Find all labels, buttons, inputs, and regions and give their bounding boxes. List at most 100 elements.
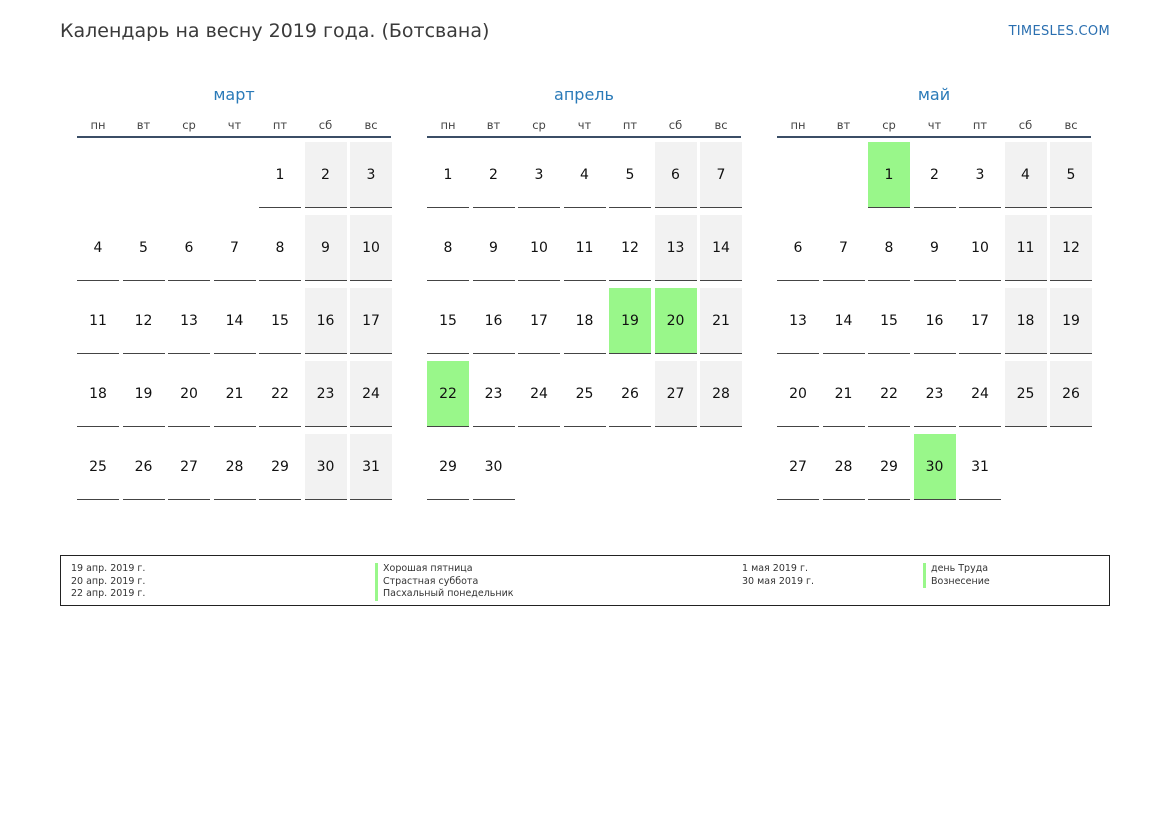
day-cell: 4 <box>77 215 119 281</box>
day-cell: 25 <box>563 361 606 427</box>
day-cell: 6 <box>168 215 210 281</box>
weekday-label: пн <box>790 118 806 132</box>
day-cell: 9 <box>472 215 515 281</box>
day-cell: 29 <box>259 434 301 500</box>
day-cell: 30 <box>304 434 347 500</box>
day-cell: 14 <box>700 215 742 281</box>
weekday-header: пн вт ср чт пт сб вс <box>427 106 741 138</box>
day-cell: 27 <box>168 434 210 500</box>
day-cell: 11 <box>563 215 606 281</box>
day-cell: 27 <box>654 361 697 427</box>
day-cell: 12 <box>1050 215 1092 281</box>
day-cell: 23 <box>472 361 515 427</box>
day-cell: 7 <box>213 215 256 281</box>
day-cell: 8 <box>427 215 469 281</box>
day-cell: 17 <box>959 288 1001 354</box>
day-cell: 25 <box>77 434 119 500</box>
weekday-label: ср <box>532 118 546 132</box>
day-cell: 21 <box>700 288 742 354</box>
day-cell: 7 <box>700 142 742 208</box>
day-cell: 9 <box>304 215 347 281</box>
day-cell: 18 <box>1004 288 1047 354</box>
weekday-label: сб <box>668 118 683 132</box>
day-cell: 20 <box>777 361 819 427</box>
day-cell: 25 <box>1004 361 1047 427</box>
month-title: май <box>917 85 951 104</box>
day-cell: 17 <box>518 288 560 354</box>
weekday-label: вт <box>836 118 851 132</box>
day-cell: 23 <box>913 361 956 427</box>
day-cell: 28 <box>822 434 865 500</box>
weekday-label: чт <box>927 118 942 132</box>
weekday-label: ср <box>882 118 896 132</box>
day-cell: 10 <box>959 215 1001 281</box>
holiday-legend: 19 апр. 2019 г. 20 апр. 2019 г. 22 апр. 20… <box>60 555 1110 606</box>
day-cell: 24 <box>959 361 1001 427</box>
day-cell: 22 <box>259 361 301 427</box>
day-cell: 28 <box>213 434 256 500</box>
legend-holiday-name: Вознесение <box>923 575 990 588</box>
day-cell: 26 <box>609 361 651 427</box>
day-cell: 3 <box>350 142 392 208</box>
day-cell: 6 <box>654 142 697 208</box>
weekday-label: пт <box>622 118 638 132</box>
month-0: март пн вт ср чт пт сб вс 1 2 3 4 5 6 7 8 9 10 11 12 13 14 15 1… <box>77 84 392 500</box>
day-cell: 16 <box>472 288 515 354</box>
legend-holiday-name: Страстная суббота <box>375 575 514 588</box>
weekday-label: вс <box>714 118 728 132</box>
month-1: апрель пн вт ср чт пт сб вс 1 2 3 4 5 6 7 8 9 10 11 12 13 14 1… <box>427 84 742 500</box>
weekday-label: сб <box>1018 118 1033 132</box>
day-cell: 13 <box>777 288 819 354</box>
weekday-label: пн <box>440 118 456 132</box>
day-cell: 16 <box>913 288 956 354</box>
day-cell: 3 <box>959 142 1001 208</box>
day-cell: 1 <box>427 142 469 208</box>
site-link[interactable]: TIMESLES.COM <box>1008 24 1110 39</box>
day-cell: 30 <box>472 434 515 500</box>
day-cell: 4 <box>1004 142 1047 208</box>
weekday-label: пт <box>972 118 988 132</box>
weekday-label: вс <box>1064 118 1078 132</box>
day-cell: 18 <box>563 288 606 354</box>
day-cell: 8 <box>259 215 301 281</box>
day-cell: 14 <box>822 288 865 354</box>
day-cell: 8 <box>868 215 910 281</box>
legend-holiday-name: Пасхальный понедельник <box>375 588 514 601</box>
day-cell: 4 <box>563 142 606 208</box>
day-cell: 6 <box>777 215 819 281</box>
day-cell: 1 <box>259 142 301 208</box>
legend-holiday-name: Хорошая пятница <box>375 563 514 576</box>
day-cell: 13 <box>168 288 210 354</box>
legend-date: 1 мая 2019 г. <box>742 563 808 574</box>
day-cell: 17 <box>350 288 392 354</box>
day-cell: 9 <box>913 215 956 281</box>
day-cell: 26 <box>122 434 165 500</box>
day-cell: 18 <box>77 361 119 427</box>
day-cell: 2 <box>913 142 956 208</box>
weekday-label: сб <box>318 118 333 132</box>
month-title: апрель <box>554 85 614 104</box>
legend-dates-left: 19 апр. 2019 г. 20 апр. 2019 г. 22 апр. 20… <box>71 563 145 601</box>
month-2: май пн вт ср чт пт сб вс 1 2 3 4 5 6 7 8 9 10 11 12 13 14 15 16… <box>777 84 1092 500</box>
weekday-label: чт <box>577 118 592 132</box>
holiday-day-cell: 20 <box>654 288 697 354</box>
day-cell: 28 <box>700 361 742 427</box>
day-cell: 16 <box>304 288 347 354</box>
day-cell: 29 <box>868 434 910 500</box>
weekday-label: пн <box>90 118 106 132</box>
legend-holiday-name: день Труда <box>923 563 990 576</box>
weekday-label: пт <box>272 118 288 132</box>
day-cell: 31 <box>959 434 1001 500</box>
day-cell: 10 <box>518 215 560 281</box>
month-title: март <box>213 85 255 104</box>
day-cell: 24 <box>350 361 392 427</box>
day-cell: 12 <box>122 288 165 354</box>
weekday-label: вт <box>136 118 151 132</box>
day-cell: 23 <box>304 361 347 427</box>
day-cell: 2 <box>304 142 347 208</box>
day-cell: 19 <box>1050 288 1092 354</box>
weekday-header: пн вт ср чт пт сб вс <box>777 106 1091 138</box>
holiday-day-cell: 19 <box>609 288 651 354</box>
weekday-label: вт <box>486 118 501 132</box>
day-cell: 24 <box>518 361 560 427</box>
